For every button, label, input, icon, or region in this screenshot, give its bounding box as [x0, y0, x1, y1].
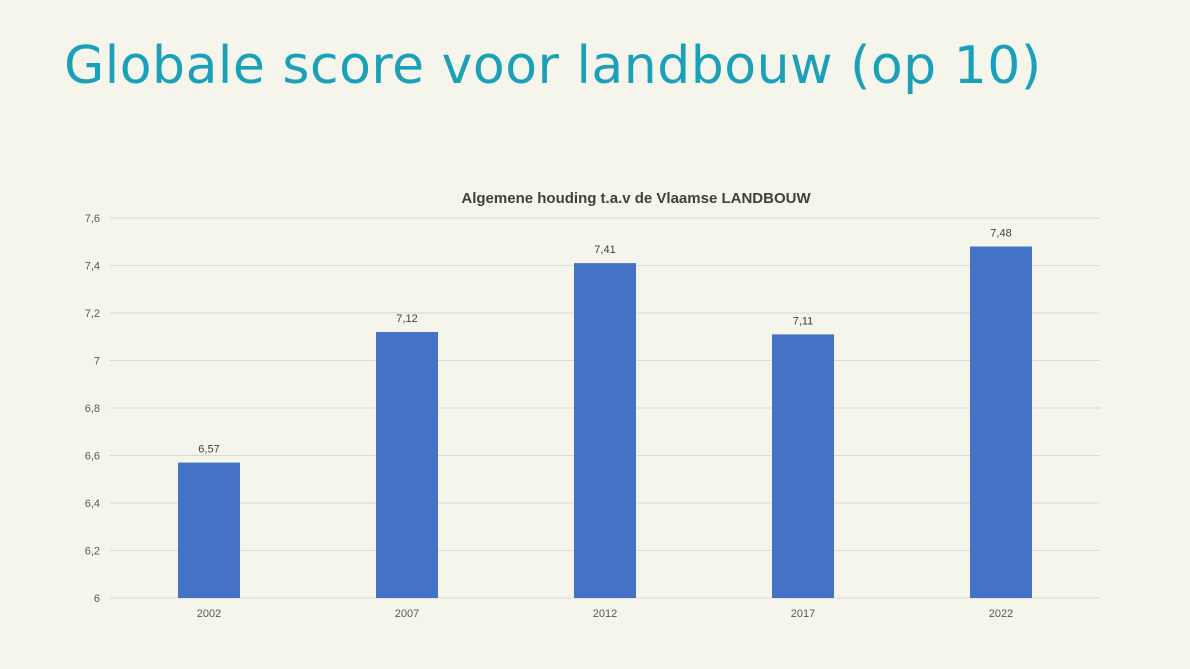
y-tick-label: 7,4	[85, 261, 100, 273]
y-tick-label: 6	[94, 593, 100, 605]
data-label-2002: 6,57	[198, 444, 219, 456]
y-tick-label: 7,6	[85, 213, 100, 225]
data-label-2012: 7,41	[594, 244, 615, 256]
y-tick-label: 6,8	[85, 403, 100, 415]
slide-title: Globale score voor landbouw (op 10)	[64, 36, 1042, 96]
y-axis: 6 6,2 6,4 6,6 6,8 7 7,2 7,4 7,6	[85, 213, 100, 605]
data-label-2022: 7,48	[990, 228, 1011, 240]
y-tick-label: 6,4	[85, 498, 100, 510]
y-tick-label: 7	[94, 356, 100, 368]
chart-title: Algemene houding t.a.v de Vlaamse LANDBO…	[461, 190, 811, 207]
data-labels: 6,57 7,12 7,41 7,11 7,48	[198, 228, 1011, 456]
bar-2022	[970, 246, 1032, 598]
bar-2017	[772, 334, 834, 598]
x-axis: 2002 2007 2012 2017 2022	[197, 608, 1013, 620]
bar-2007	[376, 332, 438, 598]
bars	[178, 246, 1032, 598]
y-tick-label: 6,6	[85, 451, 100, 463]
bar-2002	[178, 462, 240, 598]
x-tick-label-2022: 2022	[989, 608, 1013, 620]
data-label-2017: 7,11	[793, 315, 814, 327]
bar-2012	[574, 263, 636, 598]
y-tick-label: 6,2	[85, 546, 100, 558]
x-tick-label-2012: 2012	[593, 608, 617, 620]
y-tick-label: 7,2	[85, 308, 100, 320]
x-tick-label-2002: 2002	[197, 608, 221, 620]
x-tick-label-2007: 2007	[395, 608, 419, 620]
x-tick-label-2017: 2017	[791, 608, 815, 620]
data-label-2007: 7,12	[396, 313, 417, 325]
